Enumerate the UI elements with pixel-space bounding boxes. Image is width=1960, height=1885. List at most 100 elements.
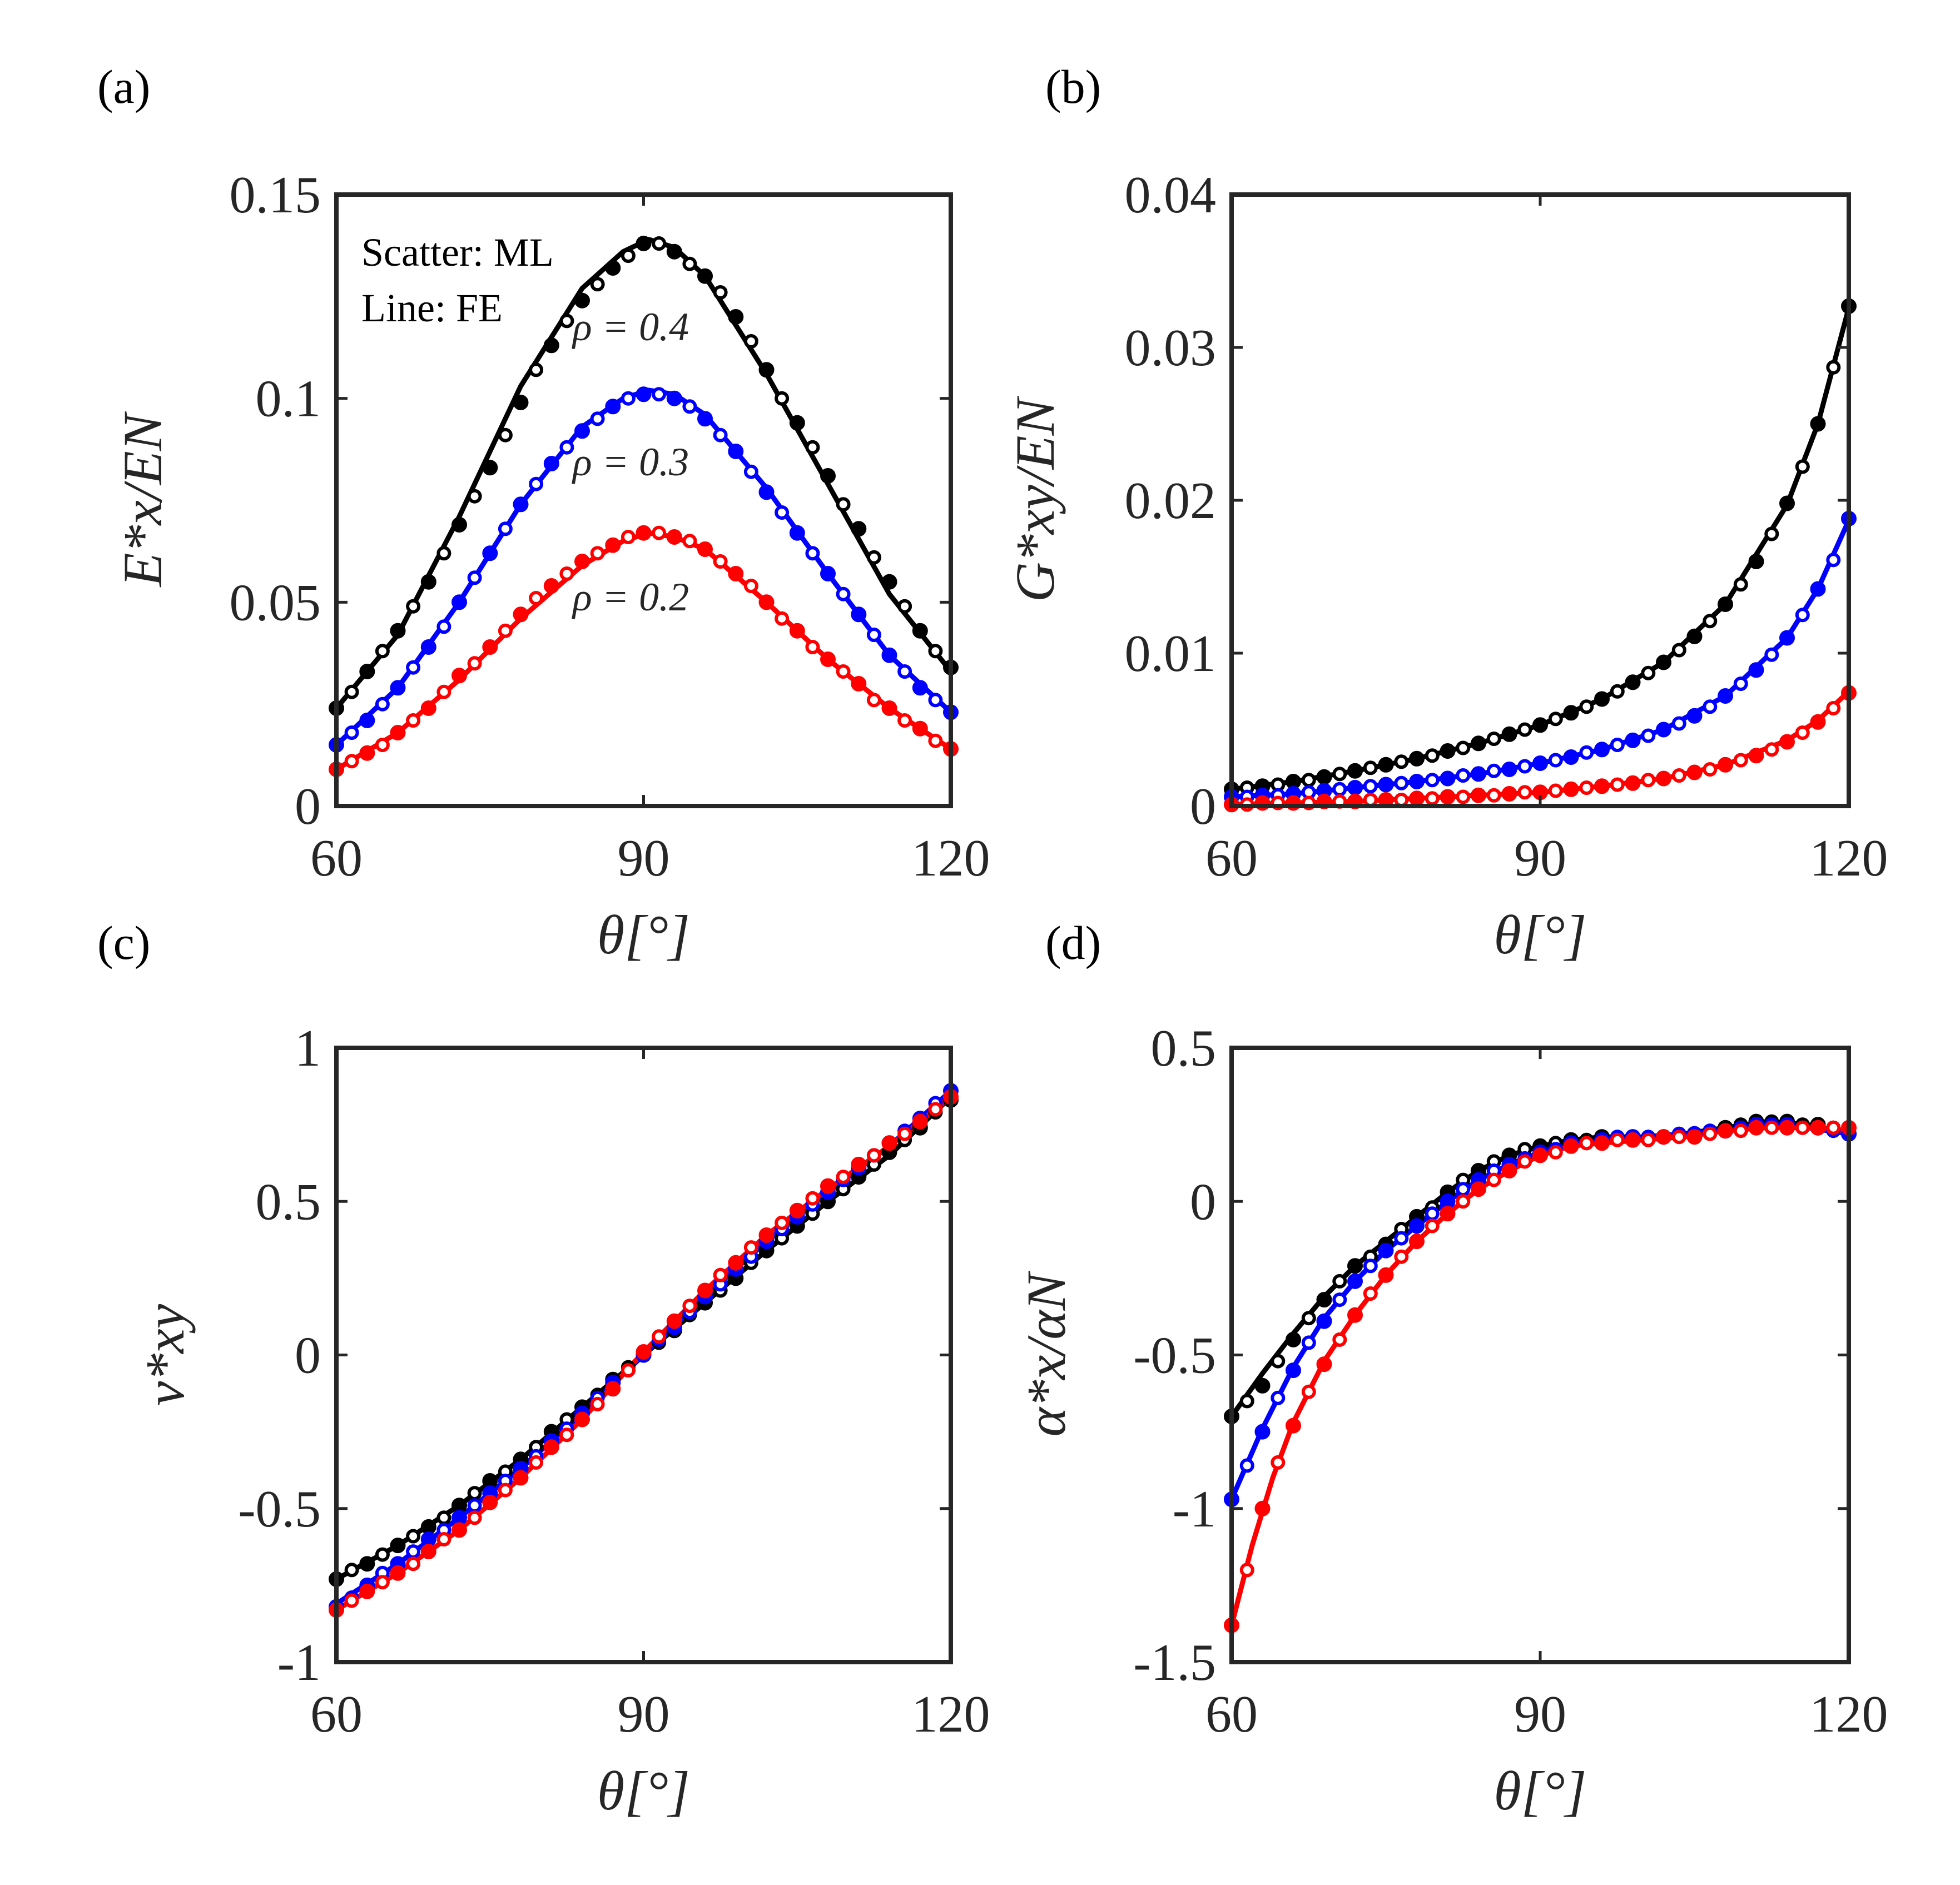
ml-point-series-1: [1779, 630, 1795, 646]
ml-point-series-1: [1610, 738, 1625, 752]
ml-point-series-2: [743, 1240, 758, 1255]
ml-point-series-2: [543, 578, 559, 594]
ml-point-series-2: [1471, 1181, 1486, 1197]
ml-point-series-0: [1301, 1311, 1316, 1326]
ml-point-series-2: [682, 1299, 697, 1314]
y-tick-label: 0.02: [1125, 472, 1217, 530]
ml-point-series-0: [758, 362, 775, 378]
ml-point-series-1: [621, 391, 636, 406]
ml-point-series-2: [1826, 701, 1841, 715]
ml-point-series-1: [1378, 1242, 1394, 1259]
ml-point-series-0: [344, 1563, 359, 1578]
ml-point-series-1: [1394, 1231, 1409, 1246]
y-tick-label: 0: [295, 778, 321, 835]
ml-point-series-1: [636, 386, 652, 402]
ml-point-series-1: [390, 680, 406, 696]
ml-point-series-2: [1594, 778, 1610, 794]
ml-point-series-0: [375, 1547, 390, 1562]
ml-point-series-1: [1471, 766, 1486, 782]
y-tick-label: -1: [277, 1634, 321, 1692]
ml-point-series-2: [451, 1522, 467, 1538]
ml-point-series-2: [1440, 789, 1456, 805]
ml-point-series-1: [1363, 1259, 1378, 1274]
ml-point-series-2: [713, 554, 728, 569]
ml-point-series-1: [820, 566, 836, 581]
ml-point-series-2: [344, 754, 359, 769]
ml-point-series-0: [1810, 416, 1826, 432]
ml-point-series-0: [1686, 628, 1703, 644]
ml-point-series-0: [498, 427, 513, 442]
ml-point-series-0: [805, 440, 820, 455]
ml-point-series-0: [451, 517, 467, 533]
ml-point-series-1: [805, 546, 820, 561]
ml-point-series-0: [467, 1486, 482, 1501]
ml-point-series-2: [1563, 781, 1579, 797]
y-axis-label: ν*xy: [134, 1304, 196, 1406]
ml-point-series-0: [743, 334, 758, 349]
ml-point-series-1: [789, 525, 805, 541]
ml-point-series-1: [1286, 1362, 1301, 1379]
ml-point-series-0: [682, 256, 697, 271]
ml-point-series-0: [513, 395, 529, 410]
ml-point-series-1: [1239, 1458, 1254, 1473]
ml-point-series-2: [775, 1215, 790, 1230]
ml-point-series-0: [1625, 674, 1641, 690]
ml-point-series-2: [1409, 790, 1425, 807]
ml-point-series-0: [1394, 754, 1409, 769]
ml-point-series-2: [1671, 768, 1686, 783]
ml-point-series-2: [1332, 1332, 1347, 1347]
ml-point-series-2: [1779, 1120, 1795, 1136]
panel-label: (a): [97, 60, 150, 113]
ml-point-series-2: [1610, 777, 1625, 792]
ml-point-series-2: [1271, 1455, 1286, 1470]
ml-point-series-2: [1254, 1500, 1271, 1516]
plot-area: [1224, 298, 1857, 813]
ml-point-series-2: [621, 1363, 636, 1378]
ml-point-series-1: [359, 713, 375, 728]
ml-point-series-2: [529, 591, 544, 605]
ml-point-series-0: [1286, 1331, 1301, 1347]
x-tick-label: 120: [912, 829, 990, 887]
ml-point-series-1: [1440, 770, 1456, 787]
x-tick-label: 60: [1205, 1685, 1258, 1743]
ml-point-series-2: [805, 640, 820, 654]
ml-point-series-0: [1409, 750, 1425, 767]
x-tick-label: 120: [1810, 829, 1888, 887]
ml-point-series-2: [621, 530, 636, 544]
x-tick-label: 90: [618, 829, 670, 887]
ml-point-series-2: [482, 639, 498, 655]
ml-point-series-2: [758, 1227, 775, 1243]
ml-point-series-2: [375, 1575, 390, 1590]
ml-point-series-2: [1486, 1172, 1501, 1187]
ml-point-series-1: [1718, 688, 1733, 704]
ml-point-series-2: [574, 554, 590, 569]
ml-point-series-1: [1347, 780, 1363, 795]
ml-point-series-2: [1641, 1132, 1656, 1147]
ml-point-series-2: [728, 1255, 744, 1271]
panel-label: (d): [1045, 916, 1101, 969]
ml-point-series-2: [513, 606, 529, 623]
y-axis-label: α*x/αN: [1015, 1270, 1077, 1436]
ml-point-series-0: [1579, 699, 1594, 714]
y-tick-label: 0.01: [1125, 625, 1217, 683]
ml-point-series-2: [1656, 770, 1671, 787]
ml-point-series-0: [574, 292, 590, 309]
ml-point-series-2: [406, 1556, 421, 1571]
ml-point-series-0: [1826, 360, 1841, 375]
ml-point-series-2: [1625, 1132, 1641, 1148]
ml-point-series-0: [836, 497, 851, 512]
ml-point-series-1: [420, 639, 436, 655]
ml-point-series-1: [1563, 749, 1579, 765]
ml-point-series-2: [1703, 1126, 1718, 1141]
ml-point-series-1: [928, 693, 943, 708]
series-label-rho: ρ = 0.3: [572, 440, 689, 484]
ml-point-series-0: [1271, 1354, 1286, 1369]
ml-point-series-0: [559, 314, 574, 329]
y-tick-label: -1.5: [1133, 1634, 1216, 1692]
ml-point-series-2: [836, 1170, 851, 1185]
ml-point-series-2: [1579, 780, 1594, 795]
ml-point-series-1: [482, 545, 498, 561]
ml-point-series-2: [344, 1593, 359, 1608]
ml-point-series-2: [1826, 1120, 1841, 1135]
